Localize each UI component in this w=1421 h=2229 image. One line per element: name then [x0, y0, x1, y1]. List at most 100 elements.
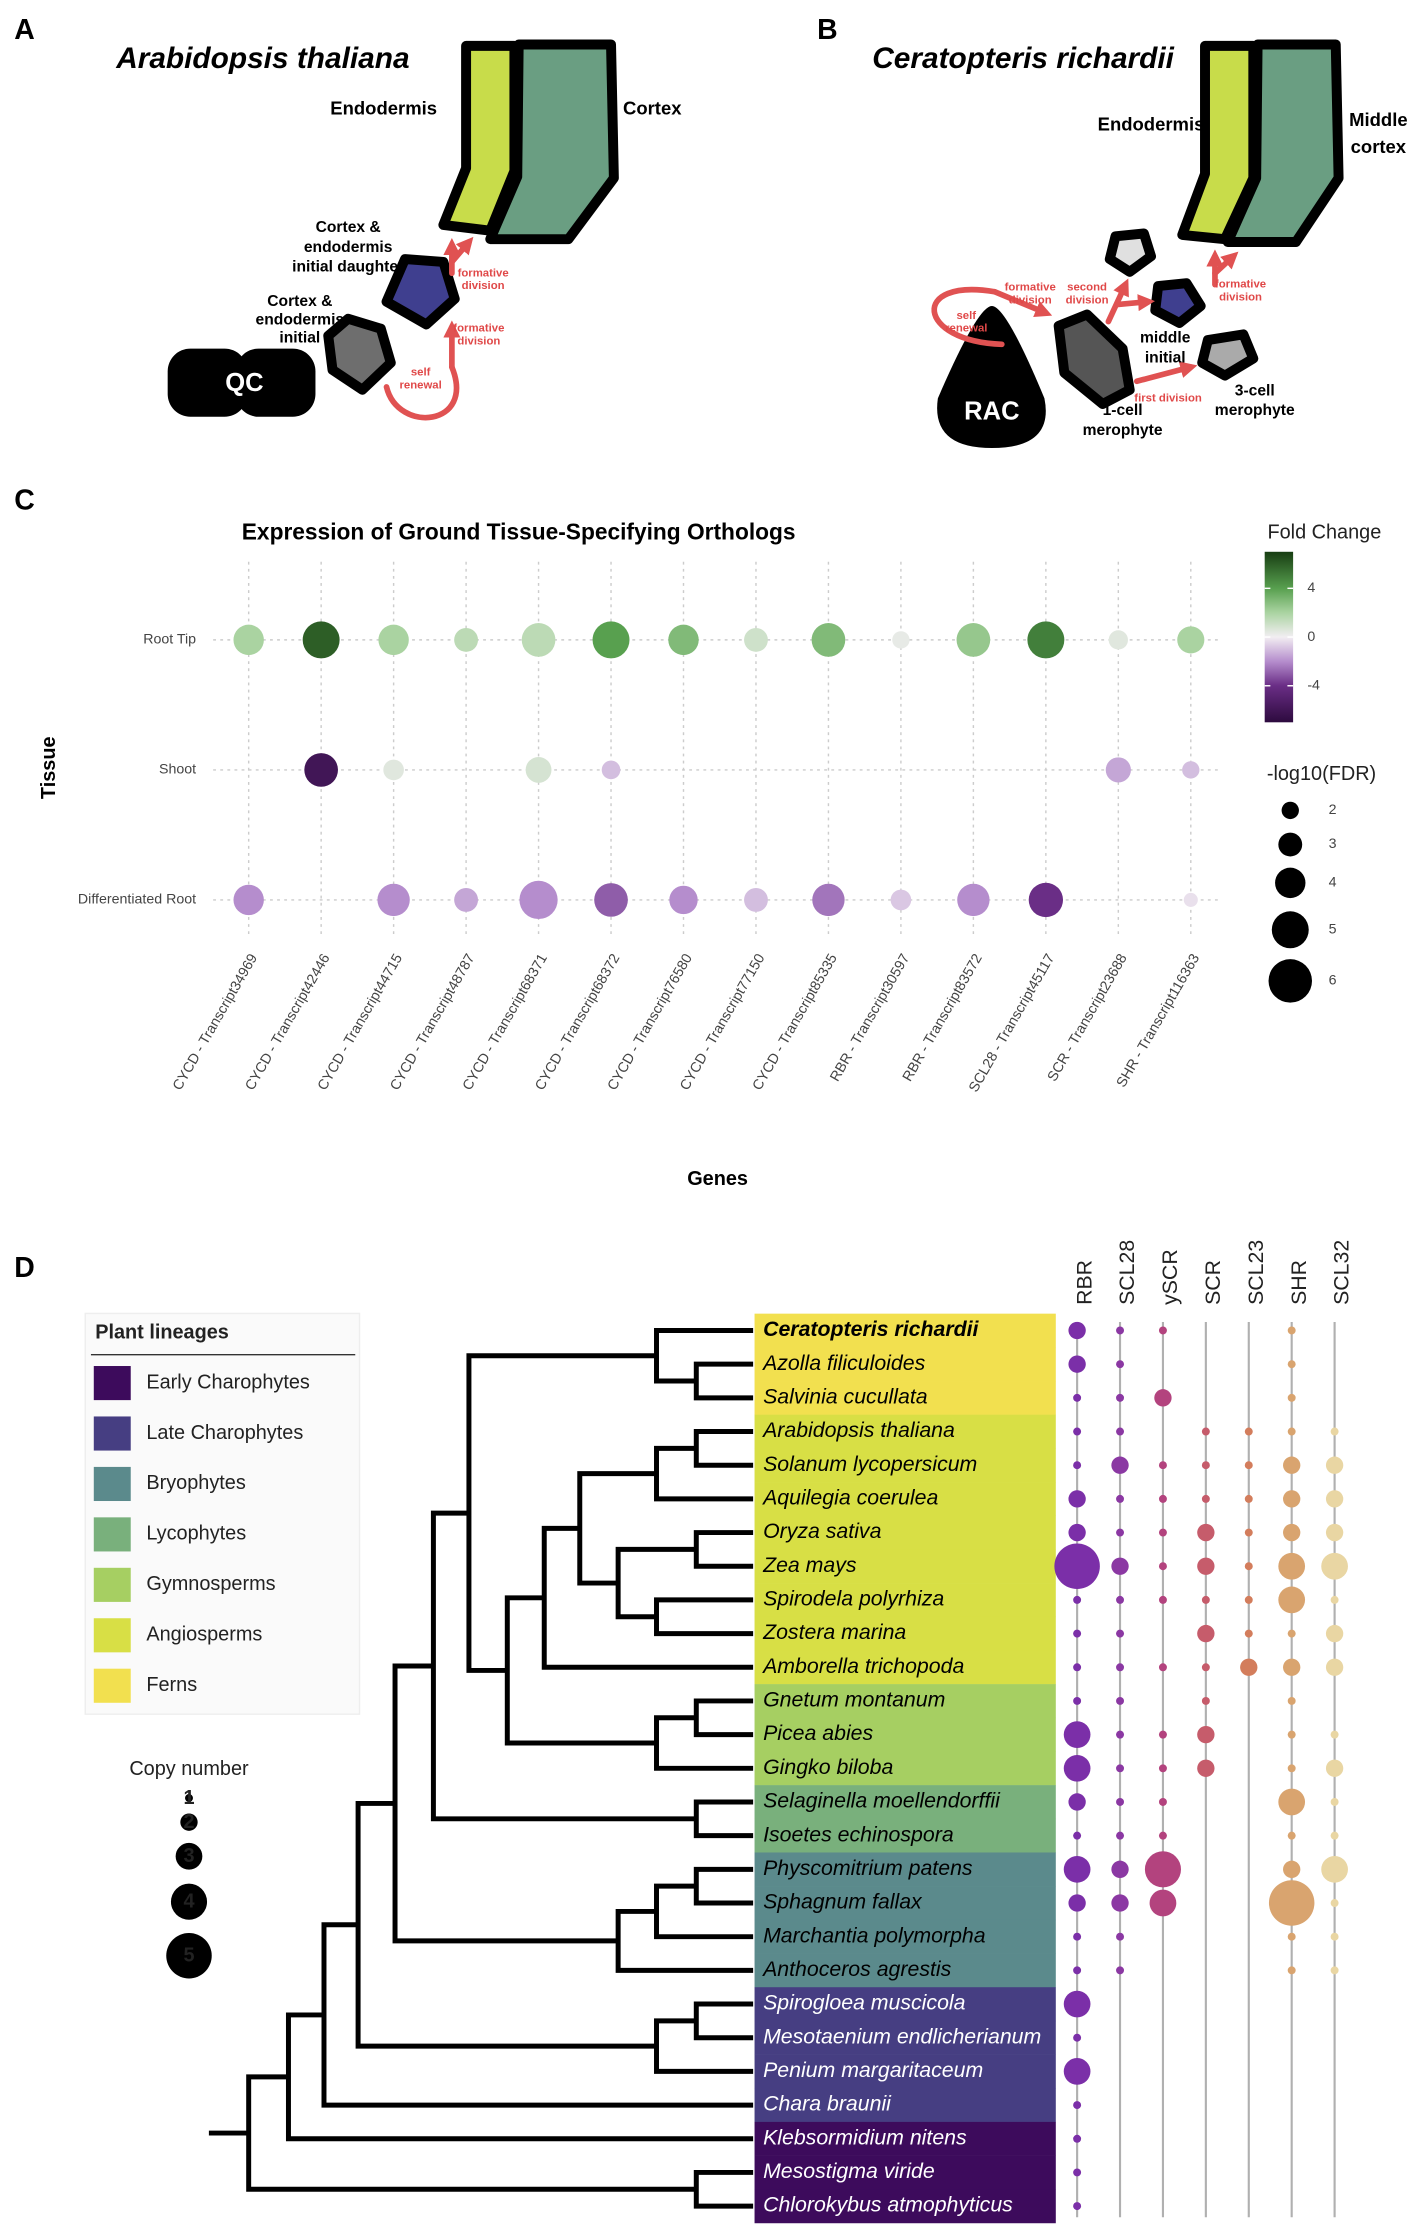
species-label: Azolla filiculoides	[761, 1351, 926, 1375]
label: endodermis	[304, 239, 393, 256]
bubble	[233, 624, 264, 656]
copy-dot	[1158, 1562, 1167, 1571]
lineage-band	[754, 1549, 1056, 1584]
copy-dot	[1073, 2134, 1082, 2143]
copy-dot	[1116, 1966, 1125, 1975]
x-tick-label: CYCD - Transcript68372	[532, 951, 623, 1093]
x-tick-label: CYCD - Transcript85335	[750, 951, 841, 1093]
copy-dot	[1268, 1880, 1315, 1926]
size-legend-label: 5	[183, 1945, 194, 1967]
copy-dot	[1330, 1966, 1339, 1975]
copy-dot	[1197, 1624, 1215, 1643]
copy-dot	[1073, 2168, 1082, 2177]
colorbar-tick-label: 4	[1307, 580, 1315, 596]
label: cortex	[1351, 136, 1407, 157]
column-label: ySCR	[1158, 1249, 1182, 1305]
copy-dot	[1158, 1528, 1167, 1537]
copy-dot	[1158, 1326, 1167, 1335]
copy-dot	[1158, 1764, 1167, 1773]
copy-dot	[1197, 1557, 1215, 1575]
copy-dot	[1073, 1393, 1082, 1402]
label: middle	[1140, 330, 1191, 347]
lineage-band	[754, 1414, 1056, 1449]
lineage-band	[754, 1347, 1056, 1382]
panel-title: Arabidopsis thaliana	[115, 42, 409, 75]
legend-label: Early Charophytes	[146, 1371, 310, 1393]
label: initial	[1145, 350, 1186, 367]
bubble	[812, 883, 845, 917]
lineage-band	[754, 1818, 1056, 1853]
species-label: Penium margaritaceum	[763, 2058, 983, 2082]
size-legend-dot	[1278, 832, 1303, 857]
copy-dot	[1287, 1730, 1296, 1739]
bubble	[668, 624, 699, 656]
label: Endodermis	[330, 98, 437, 119]
label: division	[462, 280, 505, 292]
copy-dot	[1158, 1831, 1167, 1840]
copy-dot	[1197, 1759, 1215, 1777]
lineage-band	[754, 2121, 1056, 2156]
panel-letter: B	[817, 14, 838, 46]
label: QC	[225, 369, 263, 397]
lineage-band	[754, 1717, 1056, 1752]
copy-dot	[1244, 1494, 1253, 1503]
copy-dot	[1283, 1860, 1301, 1879]
copy-dot	[1287, 1932, 1296, 1941]
column-label: SCL23	[1244, 1240, 1268, 1305]
size-legend-label: 2	[183, 1811, 194, 1833]
copy-dot	[1287, 1696, 1296, 1705]
legend-label: Late Charophytes	[146, 1422, 303, 1444]
size-legend-dot	[185, 1794, 193, 1802]
copy-dot	[1073, 1932, 1082, 1941]
legend-title: Fold Change	[1267, 522, 1381, 544]
copy-dot	[1244, 1528, 1253, 1537]
bubble	[1108, 630, 1128, 650]
panel-letter: C	[14, 485, 35, 517]
copy-dot	[1287, 1764, 1296, 1773]
bubble	[1105, 757, 1131, 783]
label: division	[1219, 291, 1262, 303]
lineage-band	[754, 1448, 1056, 1483]
species-label: Gnetum montanum	[763, 1688, 945, 1712]
copy-dot	[1321, 1855, 1348, 1883]
copy-dot	[1116, 1764, 1125, 1773]
species-label: Marchantia polymorpha	[763, 1923, 986, 1947]
legend-label: Ferns	[146, 1674, 197, 1696]
bubble	[1182, 761, 1200, 779]
size-legend-dot	[166, 1932, 212, 1979]
copy-dot	[1201, 1461, 1210, 1470]
copy-dot	[1325, 1759, 1344, 1777]
species-label: Chlorokybus atmophyticus	[763, 2193, 1013, 2217]
copy-dot	[1116, 1427, 1125, 1436]
species-label: Salvinia cucullata	[763, 1384, 928, 1408]
label: first division	[1134, 392, 1202, 404]
lineage-band	[754, 2189, 1056, 2224]
label: formative	[1215, 279, 1266, 291]
label: RAC	[964, 397, 1019, 425]
lineage-band	[754, 2088, 1056, 2123]
label: Cortex &	[267, 293, 332, 310]
bubble	[454, 887, 479, 912]
species-label: Spirodela polyrhiza	[763, 1587, 944, 1611]
copy-dot	[1116, 1393, 1125, 1402]
panel-a-diagram	[167, 39, 619, 421]
legend-label: Gymnosperms	[146, 1573, 275, 1595]
copy-dot	[1144, 1851, 1181, 1888]
label: initial daughter	[292, 259, 404, 276]
bubble	[377, 883, 410, 917]
legend-swatch	[93, 1618, 131, 1653]
column-label: RBR	[1072, 1260, 1096, 1305]
qc-cell	[167, 348, 248, 417]
copy-dot	[1325, 1658, 1344, 1676]
lineage-band	[754, 2054, 1056, 2089]
copy-dot	[1116, 1932, 1125, 1941]
x-tick-label: CYCD - Transcript44715	[315, 951, 406, 1093]
x-tick-label: RBR - Transcript83572	[900, 951, 986, 1084]
bubble	[592, 621, 630, 659]
y-tick-label: Shoot	[159, 762, 196, 778]
copy-dot	[1073, 1966, 1082, 1975]
bubble	[383, 759, 404, 781]
tree-branch	[208, 1328, 754, 2209]
label: formative	[458, 267, 509, 279]
copy-dot	[1068, 1321, 1086, 1340]
